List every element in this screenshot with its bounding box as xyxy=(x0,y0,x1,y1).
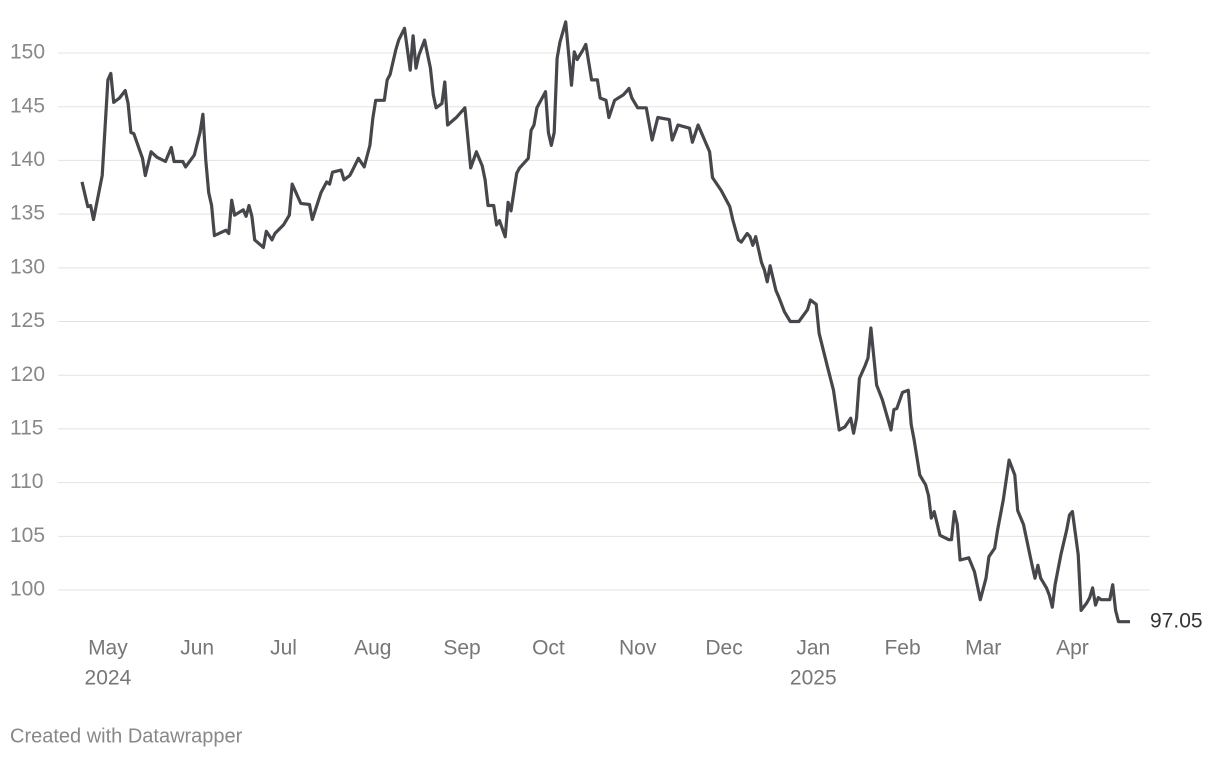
x-tick-label: Mar xyxy=(965,637,1001,660)
y-tick-label: 120 xyxy=(10,363,45,386)
line xyxy=(80,20,1130,624)
y-tick-label: 115 xyxy=(10,416,43,439)
x-year-label: 2024 xyxy=(85,667,132,690)
y-tick-label: 135 xyxy=(10,202,45,225)
x-tick-label: Dec xyxy=(705,637,742,660)
x-year-label: 2025 xyxy=(790,667,837,690)
x-tick-label: Jul xyxy=(270,637,297,660)
y-tick-label: 100 xyxy=(10,578,45,601)
x-tick-label: May xyxy=(88,637,128,660)
x-tick-label: Oct xyxy=(532,637,565,660)
x-tick-label: Aug xyxy=(354,637,391,660)
x-tick-label: Nov xyxy=(619,637,657,660)
x-tick-label: Jun xyxy=(180,637,214,660)
y-tick-label: 125 xyxy=(10,309,45,332)
y-tick-label: 150 xyxy=(10,41,45,64)
y-tick-label: 105 xyxy=(10,524,45,547)
end-value-label: 97.05 xyxy=(1150,609,1203,632)
y-tick-label: 145 xyxy=(10,94,45,117)
x-tick-label: Jan xyxy=(796,637,830,660)
x-tick-label: Feb xyxy=(884,637,920,660)
footer: Created with Datawrapper xyxy=(10,725,243,747)
y-tick-label: 110 xyxy=(10,470,43,493)
x-tick-label: Sep xyxy=(443,637,480,660)
y-tick-label: 130 xyxy=(10,255,45,278)
x-tick-label: Apr xyxy=(1056,637,1089,660)
y-tick-label: 140 xyxy=(10,148,45,171)
